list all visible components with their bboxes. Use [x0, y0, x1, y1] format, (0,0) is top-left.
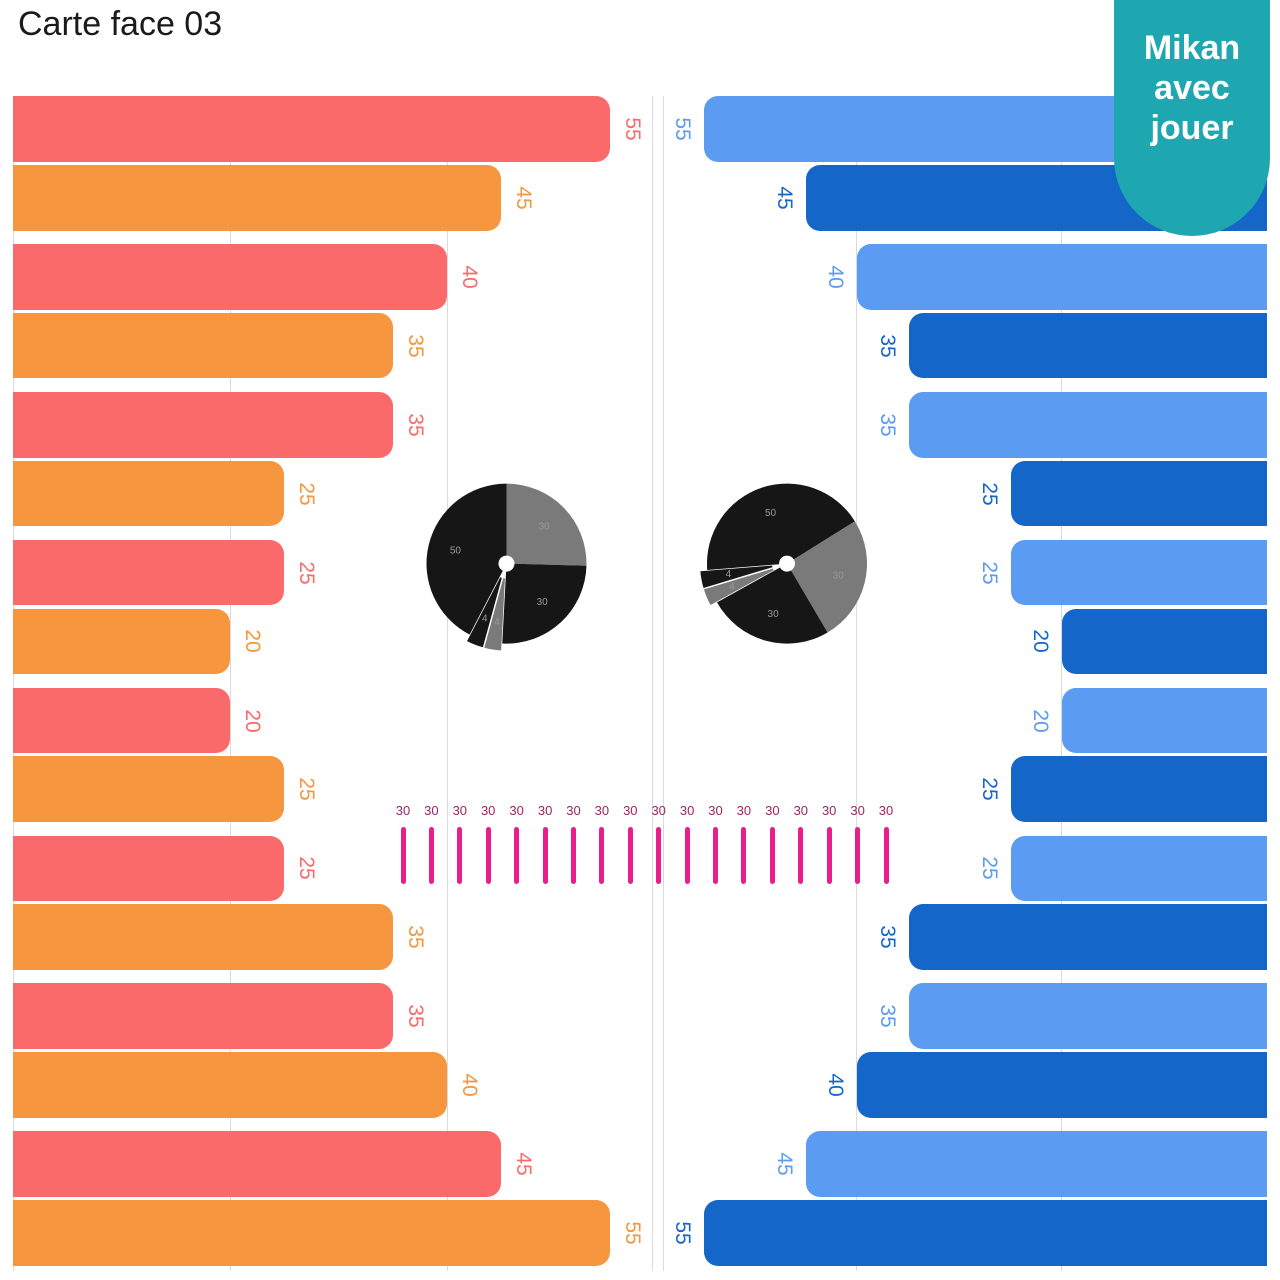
svg-text:4: 4 — [482, 614, 488, 625]
svg-text:50: 50 — [450, 546, 462, 557]
svg-text:4: 4 — [494, 617, 500, 628]
svg-text:50: 50 — [765, 508, 777, 519]
svg-text:4: 4 — [729, 581, 735, 592]
svg-text:30: 30 — [833, 571, 845, 582]
svg-text:4: 4 — [726, 569, 732, 580]
svg-text:30: 30 — [539, 522, 551, 533]
svg-text:30: 30 — [537, 597, 549, 608]
svg-text:30: 30 — [768, 609, 780, 620]
